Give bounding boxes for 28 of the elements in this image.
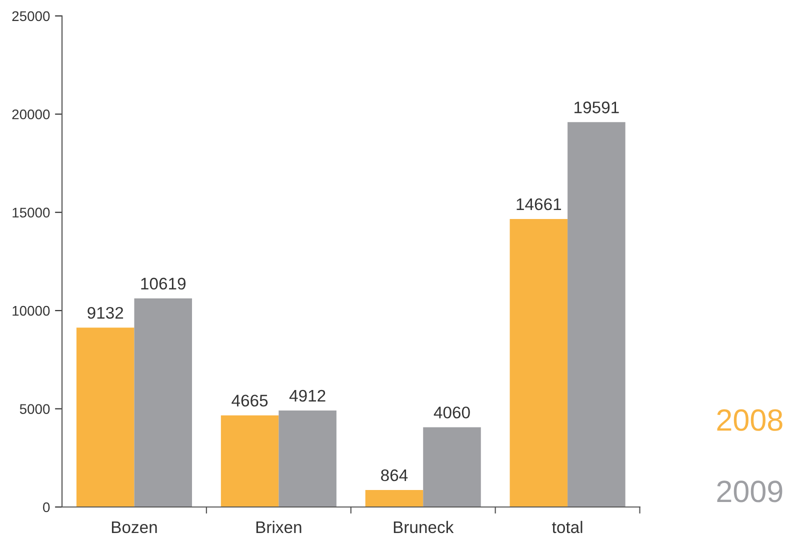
data-label: 10619 [141,278,186,290]
y-tick-label: 5000 [20,404,50,414]
x-tick-label: Bruneck [394,520,454,534]
y-tick-label: 25000 [12,11,50,22]
y-tick-label: 0 [43,502,50,512]
x-tick-label: Brixen [256,520,302,534]
bar [510,219,568,507]
bar [423,427,481,507]
bar [365,490,424,507]
data-label: 19591 [574,102,619,114]
y-tick-label: 10000 [12,306,50,316]
data-label: 14661 [516,198,562,210]
bar [220,415,279,507]
data-label: 864 [381,469,408,482]
x-tick-label: Bozen [112,522,157,534]
data-label: 4665 [232,394,268,407]
bar [568,122,626,507]
text: 2008 [717,409,782,431]
bar [76,328,134,507]
data-label: 4060 [434,406,470,418]
y-tick-label: 15000 [12,208,50,218]
y-tick-label: 20000 [12,109,50,120]
text: 2009 [717,480,782,502]
bar [278,410,336,507]
bar [134,298,192,507]
data-label: 4912 [289,390,326,402]
x-tick-label: total [552,520,582,534]
data-label: 9132 [88,306,124,319]
